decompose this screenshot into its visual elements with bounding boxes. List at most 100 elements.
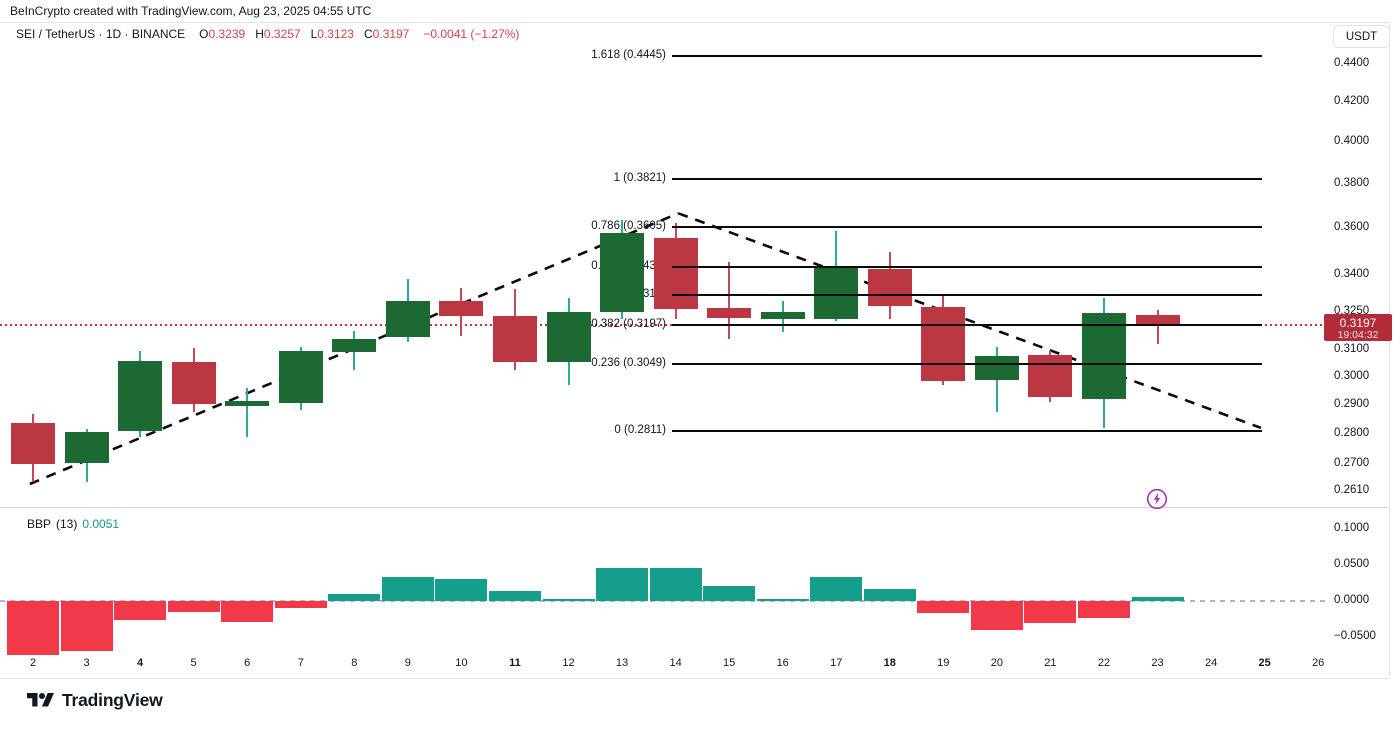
price-tick-label: 0.3250: [1334, 304, 1370, 317]
price-tick-label: 0.3000: [1334, 370, 1370, 383]
candle: [814, 267, 859, 320]
flash-icon[interactable]: [1145, 487, 1169, 511]
price-tick-label: 0.3800: [1334, 176, 1370, 189]
candle: [760, 312, 805, 320]
time-tick-label: 23: [1151, 657, 1164, 669]
candle: [546, 312, 591, 363]
indicator-tick-label: 0.1000: [1334, 522, 1370, 534]
price-tick-label: 0.2610: [1334, 484, 1370, 497]
time-tick-label: 10: [455, 657, 468, 669]
fib-level-line: [672, 294, 1262, 297]
last-price-badge: 0.3197 19:04:32: [1324, 314, 1392, 341]
candle: [921, 307, 966, 382]
indicator-value: 0.0051: [82, 517, 120, 531]
price-tick-label: 0.2800: [1334, 426, 1370, 439]
fib-level-line: [672, 54, 1262, 57]
tradingview-logo[interactable]: TradingView: [27, 690, 163, 711]
ohlc-item: H0.3257: [255, 27, 300, 41]
price-tick-label: 0.3400: [1334, 267, 1370, 280]
bbp-bar: [756, 598, 809, 601]
time-tick-label: 9: [404, 657, 411, 669]
candle: [64, 432, 109, 464]
ohlc-value: 0.3257: [263, 27, 301, 41]
time-tick-label: 17: [830, 657, 843, 669]
currency-toggle-button[interactable]: USDT: [1333, 25, 1390, 48]
price-tick-label: 0.2700: [1334, 456, 1370, 469]
symbol-info-bar: SEI / TetherUS · 1D · BINANCE O0.3239 H0.…: [16, 27, 519, 41]
time-tick-label: 3: [83, 657, 90, 669]
indicator-tick-label: −0.0500: [1334, 630, 1376, 642]
attribution-text: BeInCrypto created with TradingView.com,…: [10, 4, 372, 18]
bbp-bar: [221, 601, 274, 622]
indicator-name[interactable]: BBP: [27, 517, 52, 531]
pane-divider[interactable]: [0, 507, 1389, 508]
ohlc-letter: C: [363, 27, 373, 41]
bbp-bar: [917, 601, 970, 613]
price-tick-label: 0.4400: [1334, 57, 1370, 69]
time-tick-label: 2: [29, 657, 37, 669]
bbp-bar: [381, 576, 434, 601]
tradingview-logo-text: TradingView: [62, 690, 163, 710]
ohlc-letter: H: [255, 27, 264, 41]
ohlc-value: 0.3239: [208, 27, 246, 41]
chart-right-border: [1389, 22, 1390, 678]
bbp-bar: [1131, 597, 1184, 601]
fib-level-label: 1.618 (0.4445): [591, 48, 666, 61]
price-tick-label: 0.4200: [1334, 95, 1370, 107]
candle: [493, 316, 537, 363]
time-tick-label: 21: [1044, 657, 1057, 669]
time-tick-label: 19: [937, 657, 950, 669]
time-tick-label: 18: [883, 657, 896, 669]
time-tick-label: 24: [1204, 657, 1218, 669]
candle: [600, 233, 644, 312]
indicator-label: BBP (13) 0.0051: [27, 517, 119, 531]
fib-level-line: [672, 324, 1262, 327]
fib-level-label: 0.382 (0.3197): [591, 318, 666, 331]
ohlc-item: L0.3123: [311, 27, 354, 41]
bbp-bar: [703, 585, 756, 601]
ohlc-value: 0.3123: [317, 27, 354, 41]
ohlc-letter: O: [199, 27, 209, 41]
time-tick-label: 11: [509, 657, 521, 669]
time-tick-label: 8: [351, 657, 358, 669]
time-tick-label: 20: [990, 657, 1004, 669]
candle: [171, 362, 216, 404]
bbp-bar: [435, 578, 488, 601]
ohlc-item: C0.3197: [364, 27, 409, 41]
bbp-bar: [596, 567, 648, 601]
candle-wick: [246, 387, 249, 437]
price-tick-label: 0.4000: [1334, 134, 1370, 147]
price-change: −0.0041 (−1.27%): [423, 27, 520, 41]
candle: [385, 301, 430, 338]
fib-level-label: 1 (0.3821): [613, 172, 666, 185]
bbp-bar: [489, 590, 541, 601]
indicator-params: (13): [56, 517, 78, 531]
time-tick-label: 25: [1258, 657, 1271, 669]
bbp-bar: [542, 598, 595, 601]
time-tick-label: 6: [244, 657, 251, 669]
time-tick-label: 15: [722, 657, 736, 669]
ohlc-values: O0.3239 H0.3257 L0.3123 C0.3197: [199, 27, 409, 41]
candle: [867, 269, 912, 306]
time-tick-label: 4: [137, 657, 144, 669]
price-tick-label: 0.3100: [1334, 343, 1370, 356]
time-tick-label: 13: [615, 657, 629, 669]
bbp-bar: [810, 577, 863, 601]
time-tick-label: 16: [776, 657, 789, 669]
bbp-bar: [1024, 601, 1077, 624]
time-tick-label: 5: [190, 657, 197, 669]
bbp-bar: [167, 601, 220, 612]
fib-level-line: [672, 226, 1262, 228]
candle: [653, 238, 698, 309]
candle: [118, 361, 163, 432]
header-divider: [0, 22, 1389, 23]
fib-level-line: [672, 429, 1262, 432]
fib-level-label: 0 (0.2811): [614, 423, 666, 436]
bbp-bar: [1078, 601, 1130, 618]
bbp-bar: [7, 601, 59, 655]
time-tick-label: 7: [297, 657, 304, 669]
symbol-title[interactable]: SEI / TetherUS · 1D · BINANCE: [16, 27, 186, 41]
time-tick-label: 14: [669, 657, 682, 669]
